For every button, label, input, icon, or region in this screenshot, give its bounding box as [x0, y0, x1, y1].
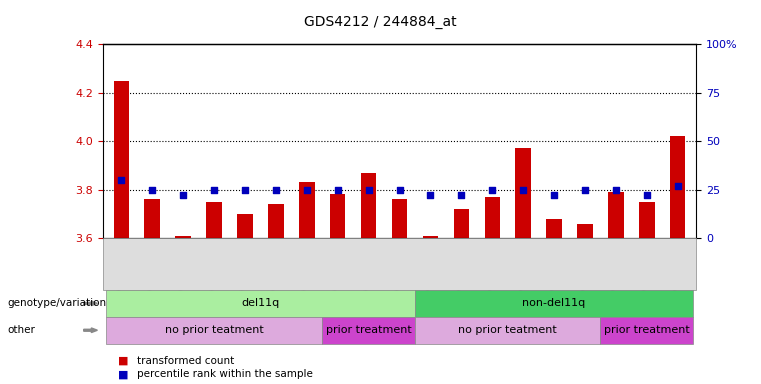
Point — [610, 187, 622, 193]
Point — [270, 187, 282, 193]
Bar — [454, 209, 469, 238]
Point — [517, 187, 530, 193]
Bar — [546, 219, 562, 238]
Bar — [670, 136, 686, 238]
Bar — [206, 202, 221, 238]
Text: ■: ■ — [118, 369, 129, 379]
Text: transformed count: transformed count — [137, 356, 234, 366]
Bar — [268, 204, 284, 238]
Bar — [175, 236, 191, 238]
Point — [486, 187, 498, 193]
Bar — [237, 214, 253, 238]
Point — [455, 192, 467, 199]
Bar — [113, 81, 129, 238]
Text: ■: ■ — [118, 356, 129, 366]
Text: genotype/variation: genotype/variation — [8, 298, 107, 308]
Point — [672, 183, 684, 189]
Text: prior treatment: prior treatment — [604, 325, 689, 335]
Bar — [422, 236, 438, 238]
Point — [146, 187, 158, 193]
Point — [362, 187, 374, 193]
Bar — [485, 197, 500, 238]
Point — [393, 187, 406, 193]
Point — [177, 192, 189, 199]
Point — [239, 187, 251, 193]
Point — [301, 187, 313, 193]
Text: non-del11q: non-del11q — [523, 298, 586, 308]
Text: GDS4212 / 244884_at: GDS4212 / 244884_at — [304, 15, 457, 29]
Point — [641, 192, 653, 199]
Point — [548, 192, 560, 199]
Bar — [299, 182, 314, 238]
Text: del11q: del11q — [241, 298, 279, 308]
Point — [115, 177, 127, 183]
Point — [332, 187, 344, 193]
Bar — [330, 194, 345, 238]
Bar — [392, 199, 407, 238]
Point — [425, 192, 437, 199]
Bar — [608, 192, 624, 238]
Point — [579, 187, 591, 193]
Text: prior treatment: prior treatment — [326, 325, 412, 335]
Bar — [578, 223, 593, 238]
Bar — [361, 173, 377, 238]
Bar — [515, 148, 531, 238]
Text: no prior teatment: no prior teatment — [458, 325, 557, 335]
Bar — [639, 202, 654, 238]
Text: no prior teatment: no prior teatment — [164, 325, 263, 335]
Text: percentile rank within the sample: percentile rank within the sample — [137, 369, 313, 379]
Text: other: other — [8, 325, 36, 335]
Bar — [145, 199, 160, 238]
Point — [208, 187, 220, 193]
